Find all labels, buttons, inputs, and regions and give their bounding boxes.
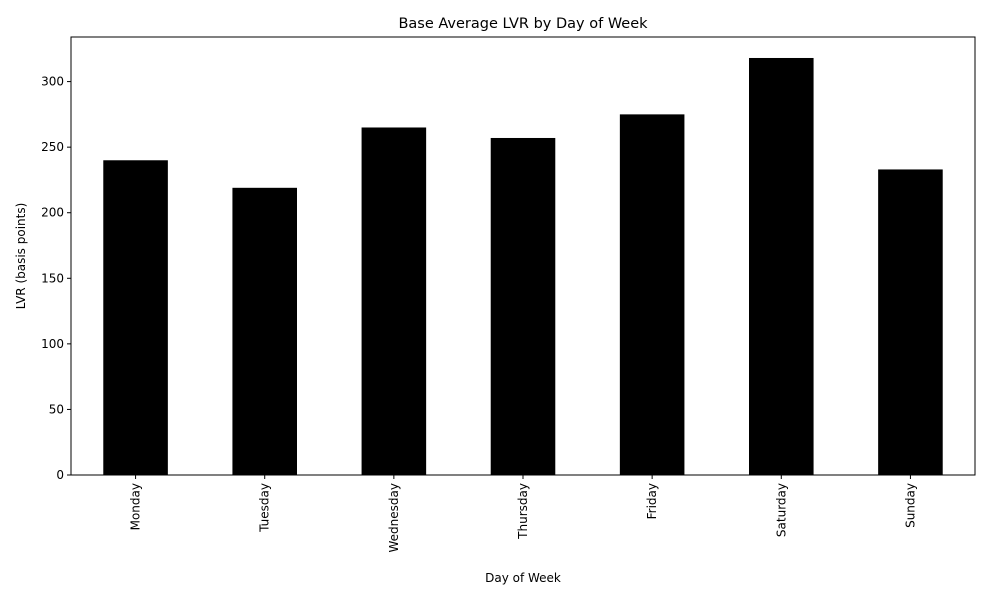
x-axis-title: Day of Week bbox=[485, 571, 561, 585]
x-tick-label-wednesday: Wednesday bbox=[387, 483, 401, 552]
y-tick-label: 200 bbox=[41, 206, 64, 220]
y-tick-label: 150 bbox=[41, 271, 64, 285]
y-tick-label: 50 bbox=[49, 402, 64, 416]
y-tick-label: 250 bbox=[41, 140, 64, 154]
y-tick-label: 100 bbox=[41, 337, 64, 351]
bar-monday bbox=[103, 160, 168, 475]
x-axis: Monday Tuesday Wednesday Thursday Friday Satu… bbox=[129, 475, 917, 552]
x-tick-label-monday: Monday bbox=[129, 483, 143, 530]
chart-title: Base Average LVR by Day of Week bbox=[398, 16, 648, 32]
y-axis: 0 50 100 150 200 250 300 bbox=[41, 75, 71, 482]
bar-wednesday bbox=[361, 127, 427, 475]
bar-tuesday bbox=[232, 187, 297, 475]
x-tick-label-sunday: Sunday bbox=[903, 483, 917, 528]
bars bbox=[103, 57, 943, 476]
bar-friday bbox=[619, 114, 685, 476]
plot-frame bbox=[70, 36, 976, 476]
y-axis-title: LVR (basis points) bbox=[14, 203, 28, 310]
x-tick-label-tuesday: Tuesday bbox=[258, 483, 272, 533]
x-tick-label-thursday: Thursday bbox=[516, 483, 530, 540]
bar-sunday bbox=[878, 169, 943, 475]
x-tick-label-friday: Friday bbox=[645, 483, 659, 519]
y-tick-label: 300 bbox=[41, 75, 64, 89]
x-tick-label-saturday: Saturday bbox=[774, 483, 788, 537]
bar-thursday bbox=[490, 137, 556, 475]
y-tick-label: 0 bbox=[56, 468, 64, 482]
bar-saturday bbox=[749, 57, 814, 476]
